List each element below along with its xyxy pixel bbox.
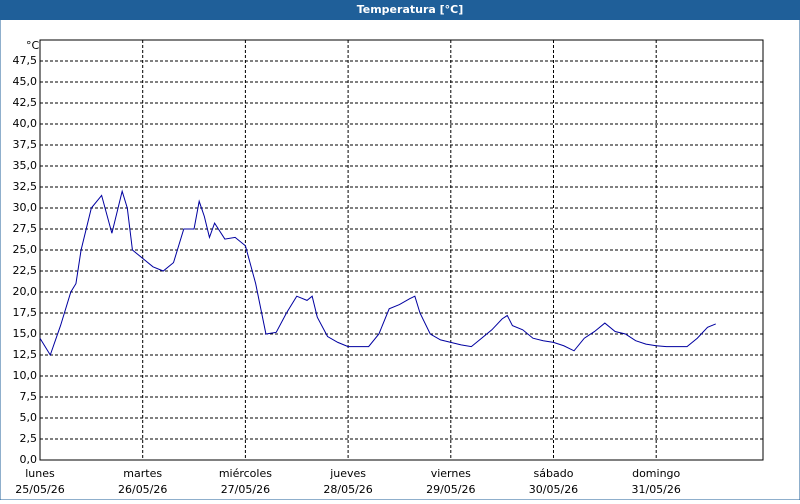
x-tick-label: lunes (25, 467, 55, 480)
x-tick-label: martes (123, 467, 162, 480)
chart-title: Temperatura [°C] (357, 3, 464, 16)
y-tick-label: 10,0 (13, 369, 38, 382)
x-tick-date: 28/05/26 (323, 483, 372, 496)
x-tick-date: 27/05/26 (221, 483, 270, 496)
data-line (39, 189, 716, 357)
x-tick-date: 30/05/26 (529, 483, 578, 496)
x-tick-label: domingo (632, 467, 680, 480)
x-tick-label: miércoles (219, 467, 272, 480)
y-tick-label: 40,0 (13, 117, 38, 130)
y-tick-label: 30,0 (13, 201, 38, 214)
title-bar (0, 0, 800, 20)
y-tick-label: 20,0 (13, 285, 38, 298)
y-tick-label: 45,0 (13, 75, 38, 88)
y-tick-label: 32,5 (13, 180, 38, 193)
y-tick-label: 15,0 (13, 327, 38, 340)
x-tick-date: 29/05/26 (426, 483, 475, 496)
y-tick-label: 7,5 (20, 390, 38, 403)
y-tick-label: 17,5 (13, 306, 38, 319)
y-tick-label: 27,5 (13, 222, 38, 235)
plot-frame (39, 39, 764, 461)
y-axis-unit: °C (26, 39, 40, 52)
x-tick-date: 25/05/26 (15, 483, 64, 496)
y-tick-label: 2,5 (20, 432, 38, 445)
y-tick-label: 12,5 (13, 348, 38, 361)
x-tick-date: 26/05/26 (118, 483, 167, 496)
y-tick-label: 22,5 (13, 264, 38, 277)
x-tick-label: jueves (329, 467, 366, 480)
x-tick-label: viernes (431, 467, 471, 480)
y-tick-label: 0,0 (20, 453, 38, 466)
y-tick-label: 25,0 (13, 243, 38, 256)
y-tick-label: 5,0 (20, 411, 38, 424)
x-tick-label: sábado (534, 467, 574, 480)
x-tick-date: 31/05/26 (631, 483, 680, 496)
y-tick-label: 35,0 (13, 159, 38, 172)
y-tick-label: 47,5 (13, 54, 38, 67)
y-tick-label: 37,5 (13, 138, 38, 151)
y-tick-label: 42,5 (13, 96, 38, 109)
